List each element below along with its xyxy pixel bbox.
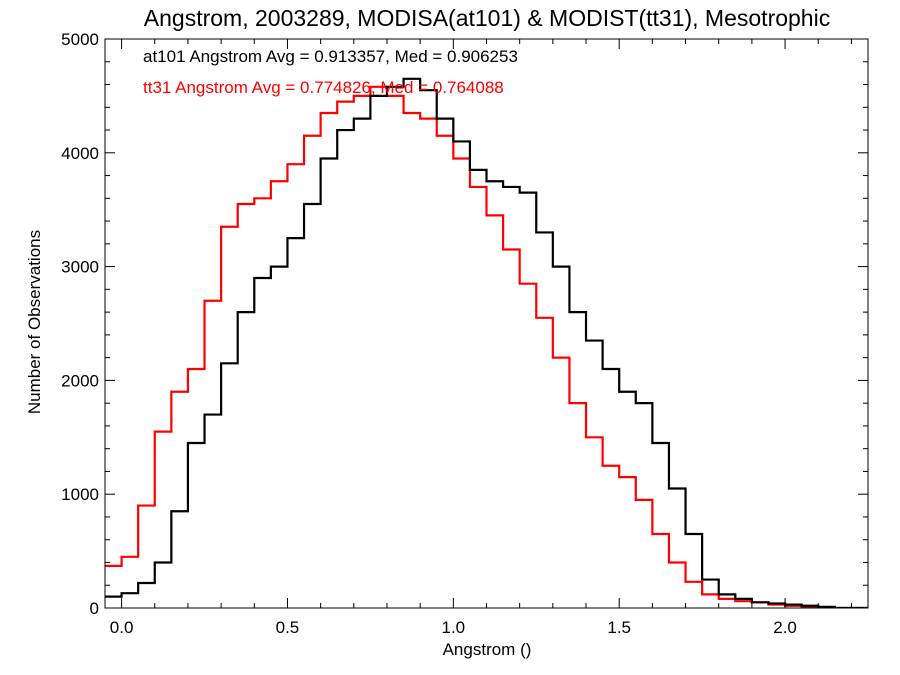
x-axis-label: Angstrom () — [443, 640, 532, 659]
x-tick-label: 2.0 — [773, 618, 797, 637]
y-tick-label: 1000 — [61, 485, 99, 504]
series-tt31-line — [105, 85, 868, 608]
y-tick-label: 4000 — [61, 144, 99, 163]
annotation-at101: at101 Angstrom Avg = 0.913357, Med = 0.9… — [143, 47, 518, 66]
y-axis-label: Number of Observations — [25, 230, 44, 414]
y-tick-label: 3000 — [61, 258, 99, 277]
x-tick-label: 1.5 — [607, 618, 631, 637]
x-tick-label: 1.0 — [442, 618, 466, 637]
y-tick-label: 2000 — [61, 371, 99, 390]
axes-layer: 0.0 0.5 1.0 1.5 2.0 0 1000 2000 3000 4000 5000 — [61, 30, 868, 637]
y-tick-label: 5000 — [61, 30, 99, 49]
y-tick-label: 0 — [90, 599, 99, 618]
chart-title: Angstrom, 2003289, MODISA(at101) & MODIS… — [144, 5, 830, 31]
annotation-tt31: tt31 Angstrom Avg = 0.774826, Med = 0.76… — [143, 78, 504, 97]
series-at101-line — [105, 77, 868, 608]
x-tick-label: 0.5 — [276, 618, 300, 637]
plot-frame — [104, 38, 869, 609]
x-tick-label: 0.0 — [110, 618, 134, 637]
series-layer — [105, 77, 868, 608]
